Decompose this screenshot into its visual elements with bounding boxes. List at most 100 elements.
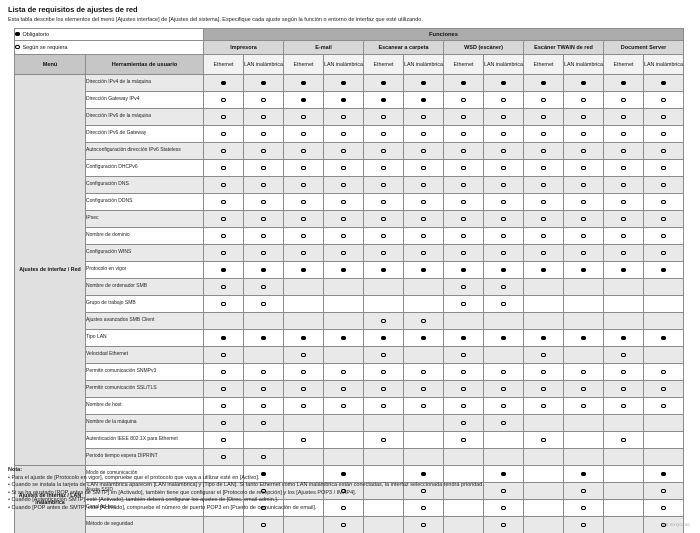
segun-se-requiera-dot-icon xyxy=(221,352,226,358)
matrix-cell xyxy=(283,482,325,500)
matrix-cell xyxy=(243,159,285,177)
matrix-cell xyxy=(523,159,565,177)
matrix-cell xyxy=(643,142,685,160)
setting-label: Dirección IPv4 de la máquina xyxy=(84,74,205,92)
matrix-cell xyxy=(523,448,565,466)
segun-se-requiera-dot-icon xyxy=(421,403,426,409)
matrix-cell xyxy=(603,499,645,517)
setting-label: Dirección IPv6 de Gateway xyxy=(84,125,205,143)
matrix-cell xyxy=(443,397,485,415)
matrix-cell xyxy=(523,125,565,143)
obligatorio-dot-icon xyxy=(661,335,666,341)
menu-column-header: Menú xyxy=(14,54,86,75)
function-group-header: Escanear a carpeta xyxy=(363,40,445,55)
matrix-cell xyxy=(283,74,325,92)
matrix-cell xyxy=(363,397,405,415)
segun-se-requiera-dot-icon xyxy=(621,97,626,103)
document-code: ES BYQ033S xyxy=(662,522,690,527)
table-row: IPsec xyxy=(15,210,685,228)
segun-se-requiera-dot-icon xyxy=(221,437,226,443)
matrix-cell xyxy=(483,363,525,381)
matrix-cell xyxy=(603,482,645,500)
segun-se-requiera-dot-icon xyxy=(501,522,506,528)
segun-se-requiera-dot-icon xyxy=(221,233,226,239)
setting-label: Autenticación IEEE 802.1X para Ethernet xyxy=(84,431,205,449)
matrix-cell xyxy=(283,397,325,415)
segun-se-requiera-dot-icon xyxy=(541,233,546,239)
segun-se-requiera-dot-icon xyxy=(461,301,466,307)
matrix-cell xyxy=(443,176,485,194)
obligatorio-dot-icon xyxy=(421,80,426,86)
matrix-cell xyxy=(403,244,445,262)
setting-label: Velocidad Ethernet xyxy=(84,346,205,364)
matrix-cell xyxy=(563,261,605,279)
matrix-cell xyxy=(483,74,525,92)
matrix-cell xyxy=(323,176,365,194)
segun-se-requiera-dot-icon xyxy=(381,182,386,188)
matrix-cell xyxy=(523,278,565,296)
matrix-cell xyxy=(643,380,685,398)
matrix-cell xyxy=(363,210,405,228)
segun-se-requiera-dot-icon xyxy=(221,454,226,460)
segun-se-requiera-dot-icon xyxy=(541,403,546,409)
setting-label: Configuración DDNS xyxy=(84,193,205,211)
segun-se-requiera-dot-icon xyxy=(501,403,506,409)
matrix-cell xyxy=(643,91,685,109)
segun-se-requiera-dot-icon xyxy=(301,386,306,392)
segun-se-requiera-dot-icon xyxy=(621,233,626,239)
matrix-cell xyxy=(403,278,445,296)
segun-se-requiera-dot-icon xyxy=(581,131,586,137)
obligatorio-dot-icon xyxy=(501,471,506,477)
matrix-cell xyxy=(203,380,245,398)
segun-se-requiera-dot-icon xyxy=(461,97,466,103)
segun-se-requiera-dot-icon xyxy=(421,165,426,171)
segun-se-requiera-dot-icon xyxy=(221,216,226,222)
matrix-cell xyxy=(563,74,605,92)
segun-se-requiera-dot-icon xyxy=(381,165,386,171)
matrix-cell xyxy=(483,448,525,466)
segun-se-requiera-dot-icon xyxy=(261,199,266,205)
obligatorio-dot-icon xyxy=(621,335,626,341)
segun-se-requiera-dot-icon xyxy=(581,505,586,511)
matrix-cell xyxy=(283,244,325,262)
matrix-cell xyxy=(243,312,285,330)
matrix-cell xyxy=(643,159,685,177)
setting-label: Configuración WINS xyxy=(84,244,205,262)
matrix-cell xyxy=(443,516,485,533)
segun-se-requiera-dot-icon xyxy=(461,114,466,120)
matrix-cell xyxy=(403,261,445,279)
matrix-cell xyxy=(523,261,565,279)
segun-se-requiera-dot-icon xyxy=(261,165,266,171)
segun-se-requiera-dot-icon xyxy=(461,199,466,205)
matrix-cell xyxy=(563,193,605,211)
segun-se-requiera-dot-icon xyxy=(301,165,306,171)
matrix-cell xyxy=(403,159,445,177)
matrix-cell xyxy=(283,448,325,466)
matrix-cell xyxy=(203,312,245,330)
matrix-cell xyxy=(443,108,485,126)
legend-segun-label: Según se requiera xyxy=(22,44,68,51)
matrix-cell xyxy=(643,482,685,500)
segun-se-requiera-dot-icon xyxy=(581,233,586,239)
segun-se-requiera-dot-icon xyxy=(381,386,386,392)
segun-se-requiera-dot-icon xyxy=(341,148,346,154)
matrix-cell xyxy=(283,431,325,449)
segun-se-requiera-dot-icon xyxy=(301,216,306,222)
table-row: Ajuste SSID xyxy=(15,482,685,500)
matrix-cell xyxy=(523,482,565,500)
matrix-cell xyxy=(363,261,405,279)
matrix-cell xyxy=(563,176,605,194)
matrix-cell xyxy=(403,142,445,160)
matrix-cell xyxy=(363,431,405,449)
matrix-cell xyxy=(643,499,685,517)
matrix-cell xyxy=(483,431,525,449)
segun-se-requiera-dot-icon xyxy=(461,420,466,426)
matrix-cell xyxy=(563,448,605,466)
matrix-cell xyxy=(403,465,445,483)
matrix-cell xyxy=(323,227,365,245)
matrix-cell xyxy=(203,176,245,194)
matrix-cell xyxy=(443,227,485,245)
segun-se-requiera-dot-icon xyxy=(661,165,666,171)
matrix-cell xyxy=(403,499,445,517)
matrix-cell xyxy=(483,295,525,313)
